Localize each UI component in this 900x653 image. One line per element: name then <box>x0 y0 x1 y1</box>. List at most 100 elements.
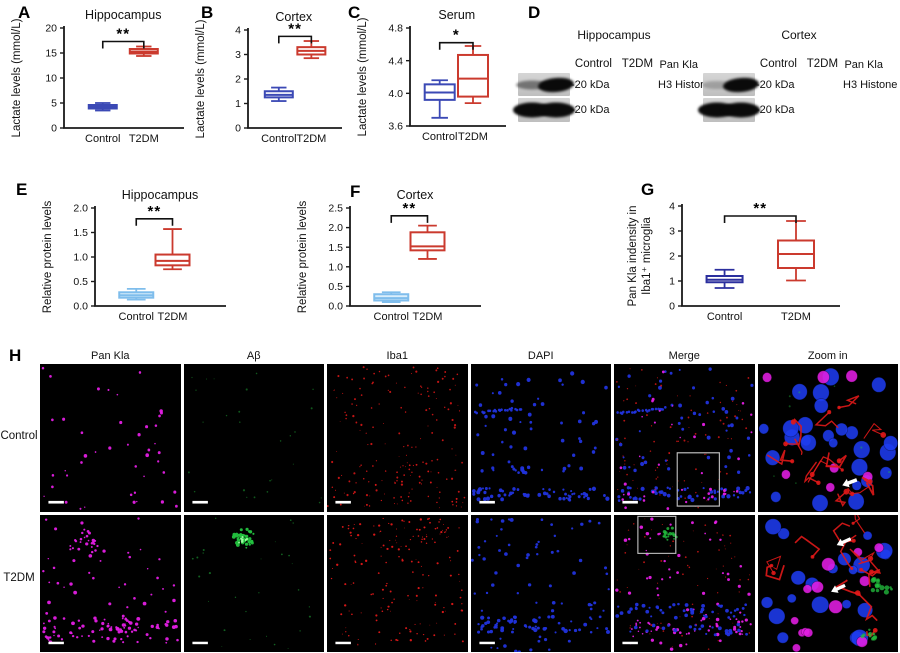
boxplot-cortex-protein: 0.0 0.5 1.0 1.5 2.0 2.5 Cortex Relative protein… <box>283 176 515 334</box>
panel-label-d: D <box>528 3 541 22</box>
blot-group-cortex: Cortex Control T2DM Pan Kla -20 kDa H3 Histon… <box>697 28 897 122</box>
blot-lane-labels: Control T2DM <box>570 58 658 70</box>
svg-text:**: ** <box>288 20 302 37</box>
svg-text:T2DM: T2DM <box>129 133 159 145</box>
blot-band <box>537 75 576 94</box>
svg-text:1.5: 1.5 <box>73 227 88 239</box>
svg-text:Control: Control <box>422 131 457 143</box>
blot-band <box>515 80 548 89</box>
scale-bar <box>191 641 208 645</box>
scale-bar <box>622 641 638 645</box>
svg-text:Cortex: Cortex <box>275 10 313 24</box>
svg-text:4: 4 <box>235 25 241 37</box>
svg-text:4.0: 4.0 <box>388 88 403 100</box>
blot-strip <box>515 73 576 96</box>
micro-image-t2dm-iba1 <box>327 515 468 652</box>
svg-text:**: ** <box>403 200 417 217</box>
micro-image-control-aβ <box>183 364 324 512</box>
blot-row-label: H3 Histone <box>843 78 898 91</box>
blot-row-label: Pan Kla <box>659 58 698 71</box>
svg-text:0.5: 0.5 <box>328 281 343 293</box>
panel-d-western-blots: Hippocampus Control T2DM Pan Kla -20 kDa H3 H… <box>512 28 897 122</box>
svg-text:Relative protein levels: Relative protein levels <box>297 201 309 314</box>
svg-text:0.0: 0.0 <box>328 301 343 313</box>
svg-text:T2DM: T2DM <box>158 311 188 323</box>
svg-text:10: 10 <box>45 73 57 85</box>
svg-text:Iba1⁺ microglia: Iba1⁺ microglia <box>641 217 653 295</box>
svg-text:4.4: 4.4 <box>388 55 403 67</box>
micro-image-control-zoom-in <box>757 364 898 512</box>
svg-text:Lactate levels (mmol/L): Lactate levels (mmol/L) <box>195 19 207 138</box>
boxplot-hippocampus-lactate: 0 5 10 15 20 Hippocampus Lactate levels (mmol/… <box>6 0 190 152</box>
micro-column-header: Iba1 <box>386 350 408 362</box>
svg-text:Control: Control <box>261 133 296 145</box>
svg-text:T2DM: T2DM <box>296 133 326 145</box>
blot-band <box>537 102 576 118</box>
scale-bar <box>191 500 208 504</box>
blot-strip <box>512 98 576 122</box>
svg-text:Lactate levels (mmol/L): Lactate levels (mmol/L) <box>357 17 369 136</box>
blot-band <box>722 75 761 94</box>
svg-text:1.5: 1.5 <box>328 242 343 254</box>
blot-title: Hippocampus <box>577 28 651 42</box>
boxplot-serum-lactate: 3.6 4.0 4.4 4.8 Serum Lactate levels (mmol/L)… <box>346 0 514 152</box>
svg-text:3: 3 <box>669 226 675 238</box>
scale-bar <box>478 641 495 645</box>
blot-band <box>701 80 732 89</box>
svg-text:2.5: 2.5 <box>328 203 343 215</box>
svg-text:Control: Control <box>707 311 742 323</box>
svg-text:*: * <box>453 27 460 44</box>
molecular-weight-marker: -20 kDa <box>571 104 610 116</box>
svg-text:T2DM: T2DM <box>413 311 443 323</box>
svg-text:**: ** <box>116 26 130 43</box>
panel-h-microscopy-grid: Pan Kla Aβ Iba1 DAPI Merge Zoom in <box>40 350 898 652</box>
molecular-weight-marker: -20 kDa <box>756 78 795 91</box>
boxplot-cortex-lactate: 0 1 2 3 4 Cortex Lactate levels (mmol/L) Contro… <box>186 0 348 152</box>
micro-image-control-dapi <box>470 364 611 512</box>
boxplot-svg-G: 0 1 2 3 4 Pan Kla indensity in Iba1⁺ microglia… <box>627 200 840 323</box>
micro-image-t2dm-pan-kla <box>40 515 181 652</box>
panel-label-a: A <box>18 3 31 22</box>
panel-label-e: E <box>16 180 28 199</box>
svg-text:0: 0 <box>235 123 241 135</box>
panel-label-c: C <box>348 3 361 22</box>
svg-text:T2DM: T2DM <box>458 131 488 143</box>
svg-text:0.0: 0.0 <box>73 301 88 313</box>
panel-label-g: G <box>641 180 655 199</box>
lane-label: T2DM <box>806 58 839 70</box>
pointer-arrow <box>841 478 857 488</box>
micro-image-control-iba1 <box>327 364 468 512</box>
svg-text:1.0: 1.0 <box>73 252 88 264</box>
panel-label-f: F <box>350 182 361 201</box>
micro-column-header: Pan Kla <box>90 350 130 362</box>
svg-text:4.8: 4.8 <box>388 23 403 35</box>
scale-bar <box>335 500 351 504</box>
svg-text:2.0: 2.0 <box>73 203 88 215</box>
boxplot-svg-A: 0 5 10 15 20 Hippocampus Lactate levels (mmol/… <box>11 8 184 145</box>
blot-row-label: H3 Histone <box>658 78 713 91</box>
micro-column-header: DAPI <box>527 350 554 362</box>
svg-text:Control: Control <box>85 133 120 145</box>
svg-text:Lactate levels (mmol/L): Lactate levels (mmol/L) <box>11 18 23 137</box>
pointer-arrow <box>830 583 846 593</box>
svg-text:**: ** <box>753 200 767 217</box>
micro-image-t2dm-dapi <box>470 515 611 652</box>
micro-column-header: Aβ <box>246 350 261 362</box>
svg-text:Hippocampus: Hippocampus <box>85 8 161 22</box>
micro-image-t2dm-aβ <box>183 515 324 652</box>
micro-row-label-t2dm: T2DM <box>3 572 35 584</box>
micro-row-label-control: Control <box>0 430 38 442</box>
svg-text:5: 5 <box>51 98 57 110</box>
scale-bar <box>335 641 351 645</box>
panel-label-b: B <box>201 3 214 22</box>
scale-bar <box>48 500 64 504</box>
micro-column-header: Zoom in <box>807 350 848 362</box>
boxplot-svg-F: 0.0 0.5 1.0 1.5 2.0 2.5 Cortex Relative protein… <box>297 188 481 323</box>
svg-text:2.0: 2.0 <box>328 222 343 234</box>
svg-text:T2DM: T2DM <box>781 311 811 323</box>
scale-bar <box>622 500 638 504</box>
svg-text:20: 20 <box>45 23 57 35</box>
blot-strip <box>697 98 761 122</box>
boxplot-svg-B: 0 1 2 3 4 Cortex Lactate levels (mmol/L) Contro… <box>195 10 342 145</box>
micro-image-control-pan-kla <box>40 364 181 512</box>
